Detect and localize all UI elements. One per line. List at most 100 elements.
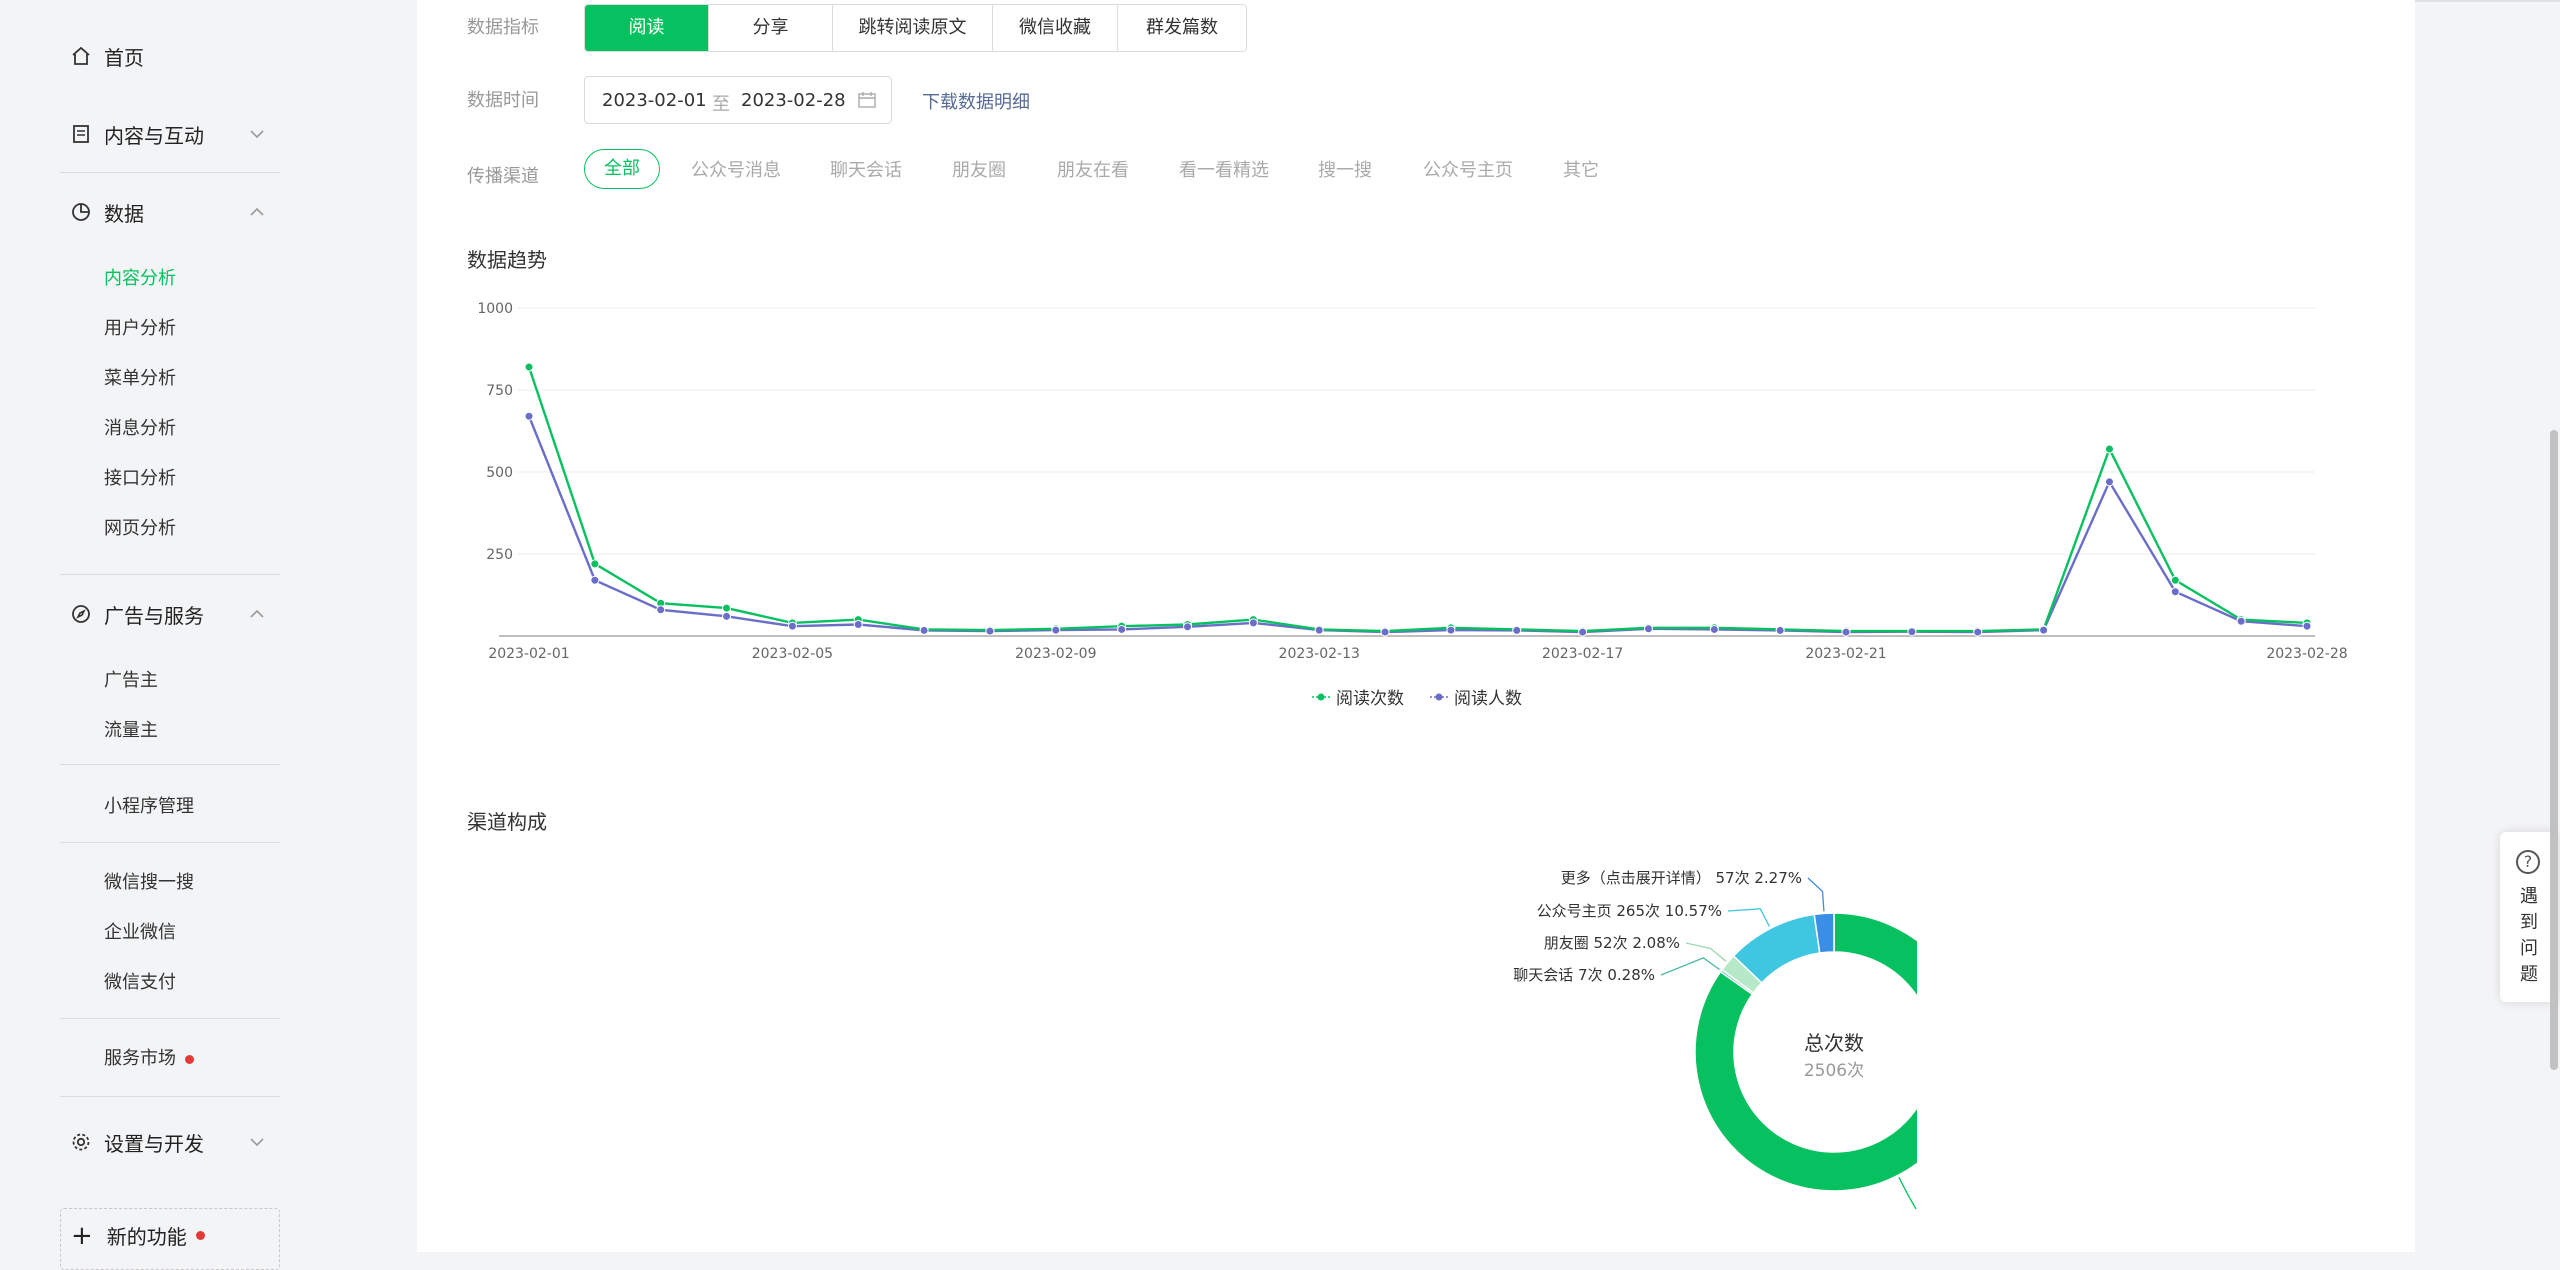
composition-title: 渠道构成 [467,810,547,834]
chevron-down-icon[interactable] [248,125,266,143]
data-point[interactable] [1117,624,1127,634]
channel-homepage[interactable]: 公众号主页 [1423,160,1513,181]
leader-line [1807,877,1825,912]
help-widget[interactable]: ? 遇到问题 [2500,832,2558,1002]
data-point[interactable] [656,605,666,615]
metric-read-original-tab[interactable]: 跳转阅读原文 [833,5,993,51]
data-point[interactable] [1512,625,1522,635]
data-point[interactable] [2039,625,2049,635]
channel-search[interactable]: 搜一搜 [1318,160,1372,181]
data-point[interactable] [1973,627,1983,637]
sidebar-item-service-market[interactable]: 服务市场 [104,1044,194,1070]
new-feature-box[interactable]: + 新的功能 [60,1208,280,1270]
trend-legend: 阅读次数 阅读人数 [1312,684,1548,709]
series-line [527,366,2308,633]
data-point[interactable] [524,362,534,372]
data-point[interactable] [722,603,732,613]
data-point[interactable] [1907,627,1917,637]
data-point[interactable] [1578,627,1588,637]
data-point[interactable] [722,611,732,621]
x-tick-label: 2023-02-28 [2266,646,2347,662]
data-point[interactable] [2104,444,2114,454]
channel-chat[interactable]: 聊天会话 [830,160,902,181]
metric-favorite-tab[interactable]: 微信收藏 [993,5,1118,51]
date-end[interactable]: 2023-02-28 [741,90,846,111]
channel-donut-chart: 公众号会话 2125次 84.8%聊天会话 7次 0.28%朋友圈 52次 2.… [1513,869,1917,1210]
data-point[interactable] [2302,621,2312,631]
sidebar-item-publisher[interactable]: 流量主 [104,720,158,741]
sidebar: 首页 内容与互动 数据 内容分析 用户分析 菜单分析 消息分析 接口分析 网页分… [0,0,417,1270]
data-point[interactable] [2170,587,2180,597]
data-point[interactable] [1051,625,1061,635]
sidebar-item-wechat-pay[interactable]: 微信支付 [104,972,176,993]
data-point[interactable] [919,625,929,635]
chevron-up-icon[interactable] [248,203,266,221]
data-point[interactable] [1841,627,1851,637]
sidebar-item-wecom[interactable]: 企业微信 [104,922,176,943]
chevron-up-icon[interactable] [248,605,266,623]
sidebar-item-user-analysis[interactable]: 用户分析 [104,318,176,339]
data-point[interactable] [590,575,600,585]
data-point[interactable] [787,621,797,631]
data-point[interactable] [2104,477,2114,487]
sidebar-item-content-analysis[interactable]: 内容分析 [104,268,176,289]
data-point[interactable] [853,620,863,630]
sidebar-item-menu-analysis[interactable]: 菜单分析 [104,368,176,389]
data-point[interactable] [524,411,534,421]
legend-item[interactable]: 阅读次数 [1312,684,1404,709]
data-point[interactable] [1446,625,1456,635]
channel-other[interactable]: 其它 [1563,160,1599,181]
main-panel: 数据指标 阅读 分享 跳转阅读原文 微信收藏 群发篇数 数据时间 2023-02… [417,0,2415,1252]
y-tick-label: 1000 [477,301,513,317]
data-point[interactable] [985,626,995,636]
nav-home[interactable]: 首页 [70,36,144,76]
service-market-label: 服务市场 [104,1048,176,1069]
divider [60,842,280,843]
data-point[interactable] [1775,625,1785,635]
download-detail-link[interactable]: 下载数据明细 [922,92,1030,113]
metric-read-tab[interactable]: 阅读 [585,5,709,51]
sidebar-item-wechat-search[interactable]: 微信搜一搜 [104,872,194,893]
metric-share-tab[interactable]: 分享 [709,5,833,51]
data-point[interactable] [1314,625,1324,635]
data-point[interactable] [1248,618,1258,628]
channel-top-stories[interactable]: 看一看精选 [1179,160,1269,181]
metric-broadcast-tab[interactable]: 群发篇数 [1118,5,1246,51]
sidebar-item-api-analysis[interactable]: 接口分析 [104,468,176,489]
sidebar-item-web-analysis[interactable]: 网页分析 [104,518,176,539]
nav-settings[interactable]: 设置与开发 [70,1122,204,1162]
date-start[interactable]: 2023-02-01 [602,90,707,111]
data-point[interactable] [1380,627,1390,637]
sidebar-item-message-analysis[interactable]: 消息分析 [104,418,176,439]
time-label: 数据时间 [467,90,539,111]
chevron-down-icon[interactable] [248,1133,266,1151]
divider [60,172,280,173]
data-point[interactable] [2170,575,2180,585]
y-tick-label: 500 [486,465,513,481]
nav-data[interactable]: 数据 [70,192,144,232]
channel-moments[interactable]: 朋友圈 [952,160,1006,181]
divider [60,1018,280,1019]
channel-all[interactable]: 全部 [584,149,660,189]
nav-data-label: 数据 [104,201,144,226]
leader-line [1660,957,1720,976]
nav-content[interactable]: 内容与互动 [70,114,204,154]
sidebar-item-miniprogram[interactable]: 小程序管理 [104,796,194,817]
legend-item[interactable]: 阅读人数 [1430,684,1522,709]
scrollbar[interactable] [2550,430,2558,1070]
trend-line-chart: 250 500 750 1000 2023-02-01 2023-02-05 2023-02… [477,301,2347,662]
x-tick-label: 2023-02-09 [1015,646,1096,662]
channel-friends-watching[interactable]: 朋友在看 [1057,160,1129,181]
data-point[interactable] [2236,616,2246,626]
donut-slice[interactable] [1813,912,1835,954]
nav-ads[interactable]: 广告与服务 [70,594,204,634]
date-range-picker[interactable]: 2023-02-01 至 2023-02-28 [584,76,892,124]
sidebar-item-advertiser[interactable]: 广告主 [104,670,158,691]
data-point[interactable] [1709,624,1719,634]
channel-official-message[interactable]: 公众号消息 [691,160,781,181]
data-point[interactable] [590,559,600,569]
x-tick-label: 2023-02-17 [1542,646,1623,662]
data-point[interactable] [1183,622,1193,632]
data-point[interactable] [1643,624,1653,634]
donut-slice[interactable] [1694,912,1917,1192]
